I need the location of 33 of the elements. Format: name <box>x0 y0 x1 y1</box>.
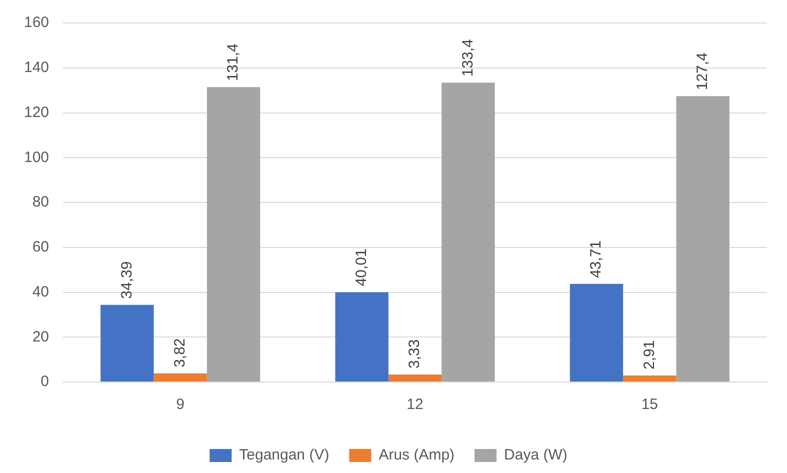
legend-label: Tegangan (V) <box>239 446 330 464</box>
bar <box>388 374 442 382</box>
x-tick-label: 12 <box>406 396 424 414</box>
y-tick-label: 160 <box>24 14 50 32</box>
bar <box>442 82 495 382</box>
data-label: 40,01 <box>352 248 370 286</box>
legend-label: Arus (Amp) <box>378 446 455 464</box>
bar <box>100 304 154 382</box>
y-tick-label: 60 <box>32 238 50 256</box>
data-label: 131,4 <box>224 44 242 82</box>
data-label: 2,91 <box>640 340 658 370</box>
y-tick-label: 120 <box>24 104 50 121</box>
data-label: 133,4 <box>459 39 476 77</box>
data-label: 43,71 <box>588 240 605 278</box>
y-tick-label: 80 <box>32 194 50 211</box>
data-label: 3,82 <box>171 338 188 368</box>
y-tick-label: 20 <box>32 328 50 346</box>
data-label: 34,39 <box>118 261 136 299</box>
bar <box>154 373 207 382</box>
x-tick-label: 9 <box>176 396 185 414</box>
y-tick-label: 40 <box>32 283 50 300</box>
bar <box>335 292 388 382</box>
bar <box>206 87 260 382</box>
y-tick-label: 0 <box>40 373 50 390</box>
legend-label: Daya (W) <box>504 446 568 464</box>
data-label: 127,4 <box>694 52 711 90</box>
y-tick-label: 100 <box>24 148 50 166</box>
bar <box>623 375 676 382</box>
y-tick-label: 140 <box>24 59 50 76</box>
bar <box>570 284 624 382</box>
bar <box>676 96 730 382</box>
x-tick-label: 15 <box>641 396 658 414</box>
data-label: 3,33 <box>406 339 424 369</box>
